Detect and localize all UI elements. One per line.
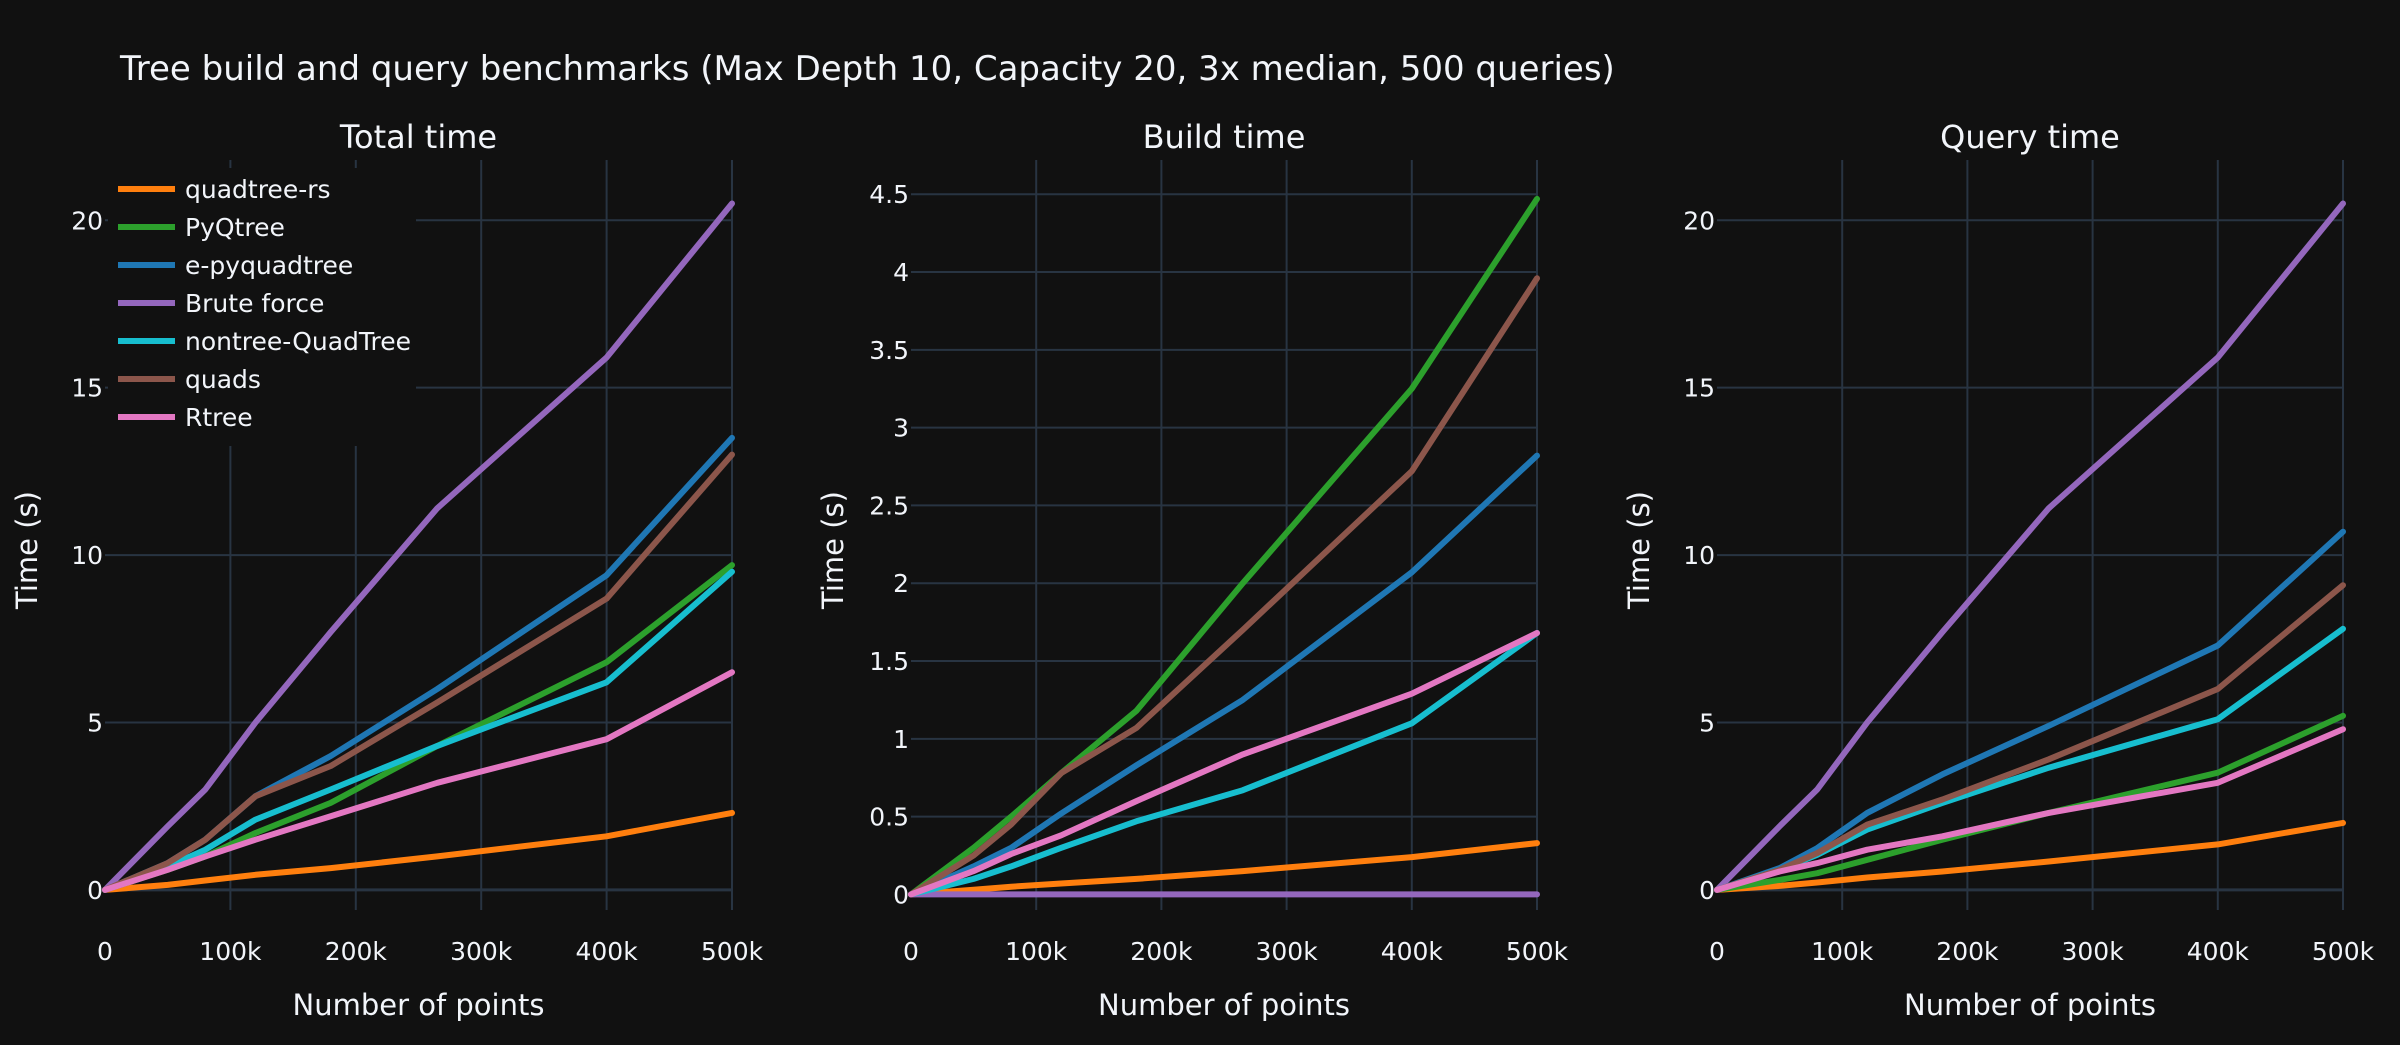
x-tick-label: 300k	[1255, 937, 1318, 966]
y-tick-label: 0	[1699, 876, 1715, 905]
x-tick-label: 0	[1709, 937, 1725, 966]
y-tick-label: 20	[71, 206, 103, 235]
legend-background	[108, 168, 416, 446]
y-tick-label: 2.5	[869, 491, 909, 520]
legend-label: e-pyquadtree	[185, 251, 353, 280]
x-tick-label: 500k	[2312, 937, 2375, 966]
series-line-quads	[908, 275, 1540, 898]
y-tick-label: 10	[71, 541, 103, 570]
series-line-rtree	[908, 630, 1540, 898]
x-axis-title: Number of points	[1098, 988, 1350, 1022]
legend-item-nontree-quadtree[interactable]: nontree-QuadTree	[118, 327, 411, 356]
series-line-brute-force	[102, 200, 735, 893]
legend-label: Rtree	[185, 403, 253, 432]
legend-label: nontree-QuadTree	[185, 327, 411, 356]
y-tick-label: 5	[1699, 709, 1715, 738]
x-tick-label: 400k	[575, 937, 638, 966]
y-tick-label: 3	[893, 414, 909, 443]
x-axis-title: Number of points	[293, 988, 545, 1022]
y-tick-label: 0.5	[869, 803, 909, 832]
legend[interactable]: quadtree-rs PyQtree e-pyquadtree Brute forc…	[108, 168, 416, 446]
panel-query-time: 0 100k 200k 300k 400k 500k 0 5 10 15 20 Query time N…	[1622, 118, 2375, 1022]
legend-item-quadtree-rs[interactable]: quadtree-rs	[118, 175, 331, 204]
x-axis-ticks: 0 100k 200k 300k 400k 500k	[1709, 937, 2375, 966]
y-axis-title: Time (s)	[1622, 491, 1656, 610]
x-tick-label: 100k	[1811, 937, 1874, 966]
x-tick-label: 200k	[325, 937, 388, 966]
legend-label: quads	[185, 365, 261, 394]
series-line-nontree-quadtree	[908, 630, 1540, 898]
x-tick-label: 0	[903, 937, 919, 966]
legend-item-rtree[interactable]: Rtree	[118, 403, 253, 432]
series-line-quadtree-rs	[908, 840, 1540, 898]
x-tick-label: 100k	[199, 937, 262, 966]
x-tick-label: 200k	[1130, 937, 1193, 966]
legend-item-pyqtree[interactable]: PyQtree	[118, 213, 285, 242]
y-tick-label: 20	[1683, 206, 1715, 235]
series-line-rtree	[102, 669, 735, 893]
x-axis-ticks: 0 100k 200k 300k 400k 500k	[97, 937, 764, 966]
x-tick-label: 500k	[701, 937, 764, 966]
legend-label: Brute force	[185, 289, 324, 318]
figure-title: Tree build and query benchmarks (Max Dep…	[119, 49, 1615, 89]
panel-title: Build time	[1143, 118, 1306, 156]
series-lines	[1714, 200, 2346, 893]
series-line-nontree-quadtree	[102, 568, 735, 893]
y-tick-label: 1	[893, 725, 909, 754]
x-axis-ticks: 0 100k 200k 300k 400k 500k	[903, 937, 1569, 966]
series-line-quads	[102, 451, 735, 893]
series-line-pyqtree	[1714, 712, 2346, 893]
series-line-quads	[1714, 582, 2346, 893]
y-tick-label: 10	[1683, 541, 1715, 570]
legend-item-brute-force[interactable]: Brute force	[118, 289, 324, 318]
legend-item-quads[interactable]: quads	[118, 365, 261, 394]
x-tick-label: 400k	[2187, 937, 2250, 966]
x-tick-label: 300k	[450, 937, 513, 966]
x-tick-label: 100k	[1005, 937, 1068, 966]
legend-item-e-pyquadtree[interactable]: e-pyquadtree	[118, 251, 353, 280]
x-axis-title: Number of points	[1904, 988, 2156, 1022]
x-tick-label: 200k	[1936, 937, 1999, 966]
y-axis-ticks: 0 5 10 15 20	[71, 206, 103, 905]
y-tick-label: 3.5	[869, 336, 909, 365]
series-line-brute-force	[1714, 200, 2346, 893]
x-tick-label: 0	[97, 937, 113, 966]
series-lines	[908, 195, 1540, 898]
x-tick-label: 400k	[1381, 937, 1444, 966]
y-axis-ticks: 0 5 10 15 20	[1683, 206, 1715, 905]
y-axis-title: Time (s)	[816, 491, 850, 610]
panel-title: Total time	[339, 118, 497, 156]
legend-label: quadtree-rs	[185, 175, 331, 204]
y-tick-label: 4	[893, 258, 909, 287]
panel-title: Query time	[1940, 118, 2120, 156]
panel-build-time: 0 100k 200k 300k 400k 500k 0 0.5 1 1.5 2 2.5 3 3.5 4 4.…	[816, 118, 1569, 1022]
series-line-rtree	[1714, 726, 2346, 893]
y-tick-label: 0	[87, 876, 103, 905]
y-tick-label: 4.5	[869, 180, 909, 209]
series-lines	[102, 200, 735, 893]
y-tick-label: 1.5	[869, 647, 909, 676]
y-axis-ticks: 0 0.5 1 1.5 2 2.5 3 3.5 4 4.5	[869, 180, 909, 909]
series-line-e-pyquadtree	[908, 452, 1540, 898]
y-tick-label: 5	[87, 709, 103, 738]
y-tick-label: 0	[893, 880, 909, 909]
series-line-pyqtree	[908, 195, 1540, 898]
x-tick-label: 500k	[1506, 937, 1569, 966]
series-line-quadtree-rs	[102, 809, 735, 893]
y-axis-title: Time (s)	[10, 491, 44, 610]
y-tick-label: 2	[893, 569, 909, 598]
series-line-quadtree-rs	[1714, 819, 2346, 893]
legend-label: PyQtree	[185, 213, 285, 242]
x-tick-label: 300k	[2061, 937, 2124, 966]
y-tick-label: 15	[1683, 374, 1715, 403]
y-tick-label: 15	[71, 374, 103, 403]
